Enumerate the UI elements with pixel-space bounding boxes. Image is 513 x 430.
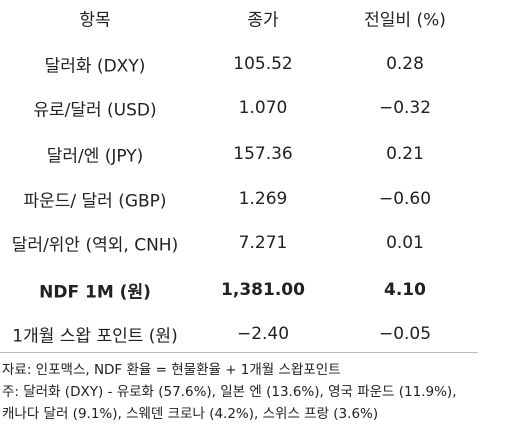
- table-cell: 1,381.00: [221, 280, 305, 300]
- table-cell: 달러/위안 (역외, CNH): [11, 235, 179, 256]
- table-cell: 0.28: [386, 54, 424, 74]
- table-cell: 1개월 스왑 포인트 (원): [12, 326, 178, 347]
- table-cell: NDF 1M (원): [39, 282, 151, 303]
- table-cell: 0.21: [386, 144, 424, 164]
- table-cell: 0.01: [386, 233, 424, 253]
- table-cell: 유로/달러 (USD): [33, 100, 157, 121]
- table-cell: 7.271: [238, 233, 288, 253]
- table-cell: 1.269: [238, 189, 288, 209]
- table-cell: 1.070: [238, 98, 288, 118]
- footnote: 주: 달러화 (DXY) - 유로화 (57.6%), 일본 엔 (13.6%)…: [2, 384, 457, 400]
- table-cell: −0.05: [378, 324, 432, 344]
- table-cell: 파운드/ 달러 (GBP): [23, 191, 167, 212]
- footnote: 자료: 인포맥스, NDF 환율 = 현물환율 + 1개월 스왑포인트: [2, 362, 341, 378]
- table-cell: 4.10: [384, 280, 426, 300]
- table-cell: 105.52: [233, 54, 293, 74]
- table-cell: 달러/엔 (JPY): [46, 146, 144, 167]
- table-cell: 달러화 (DXY): [44, 56, 146, 77]
- header-cell: 전일비 (%): [364, 10, 446, 31]
- divider: [0, 352, 478, 353]
- header-cell: 종가: [247, 10, 279, 31]
- table-cell: −0.32: [378, 98, 432, 118]
- table-cell: −2.40: [236, 324, 290, 344]
- table-cell: 157.36: [233, 144, 293, 164]
- table-cell: −0.60: [378, 189, 432, 209]
- header-cell: 항목: [79, 10, 111, 31]
- footnote: 캐나다 달러 (9.1%), 스웨덴 크로나 (4.2%), 스위스 프랑 (3…: [2, 406, 379, 422]
